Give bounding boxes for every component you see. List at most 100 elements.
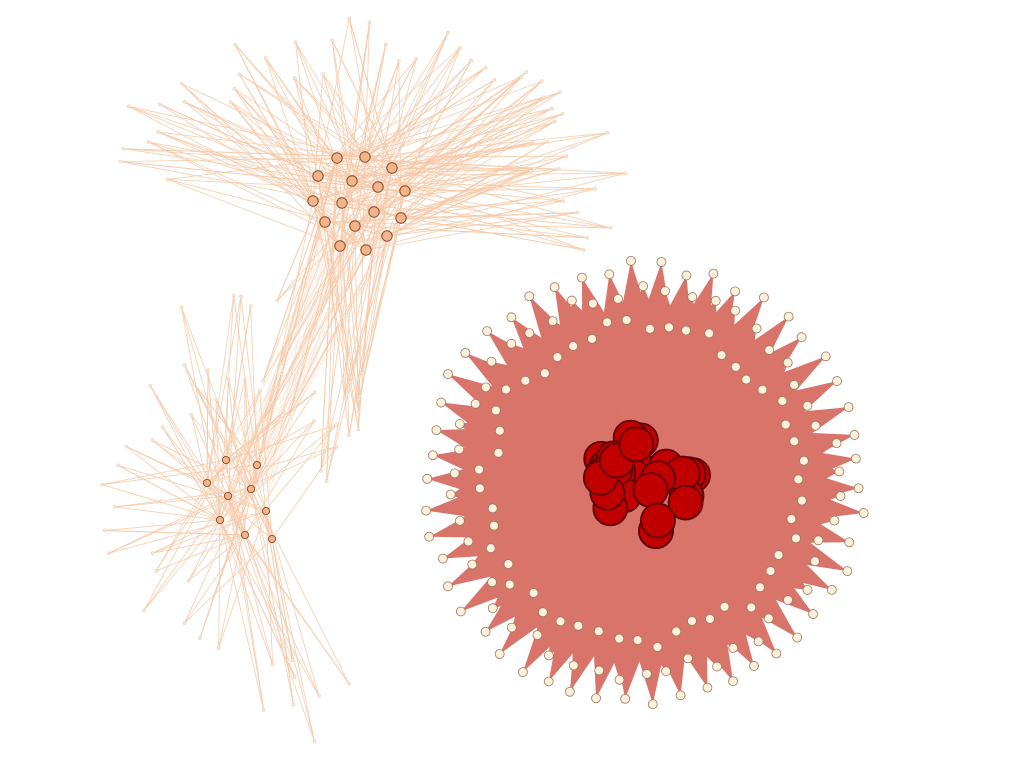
node — [504, 579, 515, 590]
node — [834, 466, 845, 477]
node — [182, 363, 187, 367]
edge — [525, 380, 623, 451]
node — [165, 177, 170, 182]
edge — [271, 446, 337, 540]
node — [609, 226, 613, 230]
node — [228, 100, 233, 104]
node — [687, 616, 697, 626]
edge — [206, 411, 284, 484]
edge — [117, 464, 221, 521]
node — [443, 581, 453, 592]
edge — [626, 481, 654, 705]
edge — [231, 198, 330, 533]
node — [261, 506, 271, 516]
node — [150, 438, 155, 443]
node — [331, 152, 343, 164]
node — [179, 305, 184, 309]
node — [357, 394, 362, 398]
edge — [661, 273, 714, 445]
edge — [653, 522, 779, 556]
node — [215, 515, 225, 525]
edge — [354, 225, 359, 412]
edge — [225, 305, 252, 461]
edge — [181, 83, 406, 192]
edge — [326, 245, 341, 481]
edge — [206, 370, 209, 484]
edge — [252, 249, 333, 493]
edge — [148, 141, 367, 251]
node — [146, 140, 151, 144]
node — [458, 45, 462, 50]
node — [246, 484, 256, 494]
node — [591, 693, 601, 704]
node — [660, 286, 670, 297]
node — [346, 175, 358, 187]
node — [681, 325, 691, 336]
edge — [386, 47, 461, 237]
edge — [537, 513, 637, 636]
edge — [326, 167, 393, 482]
node — [443, 369, 453, 379]
edge — [276, 225, 356, 301]
edge — [262, 157, 338, 382]
edge — [188, 534, 246, 582]
edge — [336, 157, 363, 374]
node — [368, 206, 380, 218]
edge — [238, 210, 387, 509]
node — [640, 502, 676, 539]
node — [463, 536, 474, 547]
edge — [259, 390, 273, 540]
edge — [265, 57, 388, 237]
edge-spike — [791, 507, 807, 537]
node — [799, 455, 809, 466]
node — [783, 595, 793, 605]
node — [605, 131, 610, 135]
cluster-upper-left-outer-nodes — [118, 16, 628, 489]
node — [330, 38, 335, 43]
node — [681, 270, 692, 281]
node — [566, 295, 577, 306]
node — [810, 420, 821, 431]
node — [549, 282, 560, 293]
node — [293, 40, 298, 45]
edge — [400, 188, 595, 219]
node — [585, 235, 590, 240]
edge — [642, 286, 658, 449]
node — [614, 633, 625, 644]
node — [319, 216, 331, 228]
edge — [233, 242, 329, 475]
node — [765, 566, 776, 576]
node — [231, 293, 236, 298]
node — [334, 444, 339, 449]
node — [494, 425, 505, 436]
node — [192, 382, 197, 386]
edge — [181, 307, 246, 536]
edge — [152, 534, 246, 554]
cluster-right-radial-outer-nodes — [421, 255, 869, 710]
node — [777, 396, 788, 406]
node — [702, 682, 713, 693]
edge — [336, 76, 522, 159]
edge — [149, 385, 208, 484]
node — [206, 368, 210, 373]
node — [543, 676, 554, 687]
edge — [181, 307, 221, 521]
node — [556, 167, 561, 171]
edge — [336, 47, 461, 159]
node — [518, 667, 528, 678]
node — [261, 379, 265, 383]
node — [182, 621, 187, 625]
node — [202, 478, 212, 488]
node — [524, 328, 535, 339]
node — [421, 505, 432, 516]
node — [564, 154, 569, 159]
edge — [227, 379, 246, 536]
cluster-upper-left-edges — [120, 18, 626, 533]
node — [835, 491, 846, 501]
node — [179, 81, 184, 86]
node — [487, 577, 497, 588]
node — [141, 608, 146, 613]
node — [124, 444, 129, 449]
node — [436, 397, 447, 408]
node — [593, 186, 597, 191]
